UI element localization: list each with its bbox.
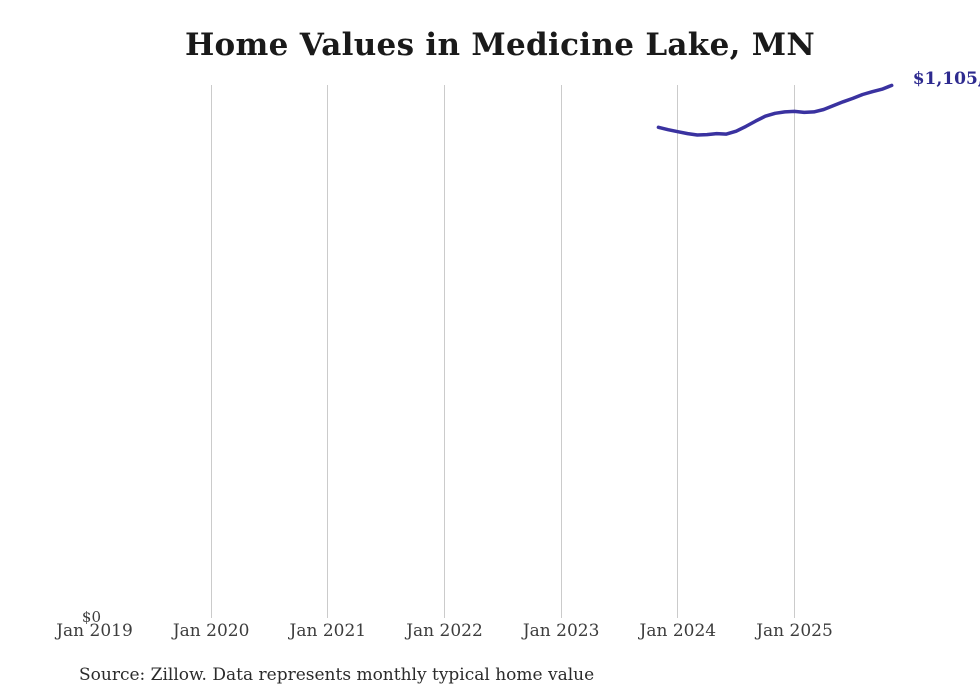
x-tick-label: Jan 2024 — [639, 621, 717, 641]
y-zero-label: $0 — [81, 608, 101, 626]
x-tick-label: Jan 2023 — [522, 621, 600, 641]
vertical-gridline — [794, 85, 795, 618]
x-tick-label: Jan 2025 — [756, 621, 833, 641]
vertical-gridline — [677, 85, 679, 618]
vertical-gridline — [560, 85, 562, 618]
vertical-gridline — [444, 85, 445, 618]
vertical-gridline — [327, 85, 329, 618]
x-tick-label: Jan 2020 — [172, 621, 250, 641]
chart-title: Home Values in Medicine Lake, MN — [184, 27, 816, 63]
x-tick-label: Jan 2019 — [56, 621, 133, 641]
home-value-line — [656, 83, 894, 137]
end-value-label: $1,105, — [912, 69, 980, 90]
vertical-gridline — [210, 85, 212, 618]
source-note: Source: Zillow. Data represents monthly … — [79, 665, 595, 685]
x-tick-label: Jan 2022 — [406, 621, 483, 641]
x-tick-label: Jan 2021 — [289, 621, 367, 641]
